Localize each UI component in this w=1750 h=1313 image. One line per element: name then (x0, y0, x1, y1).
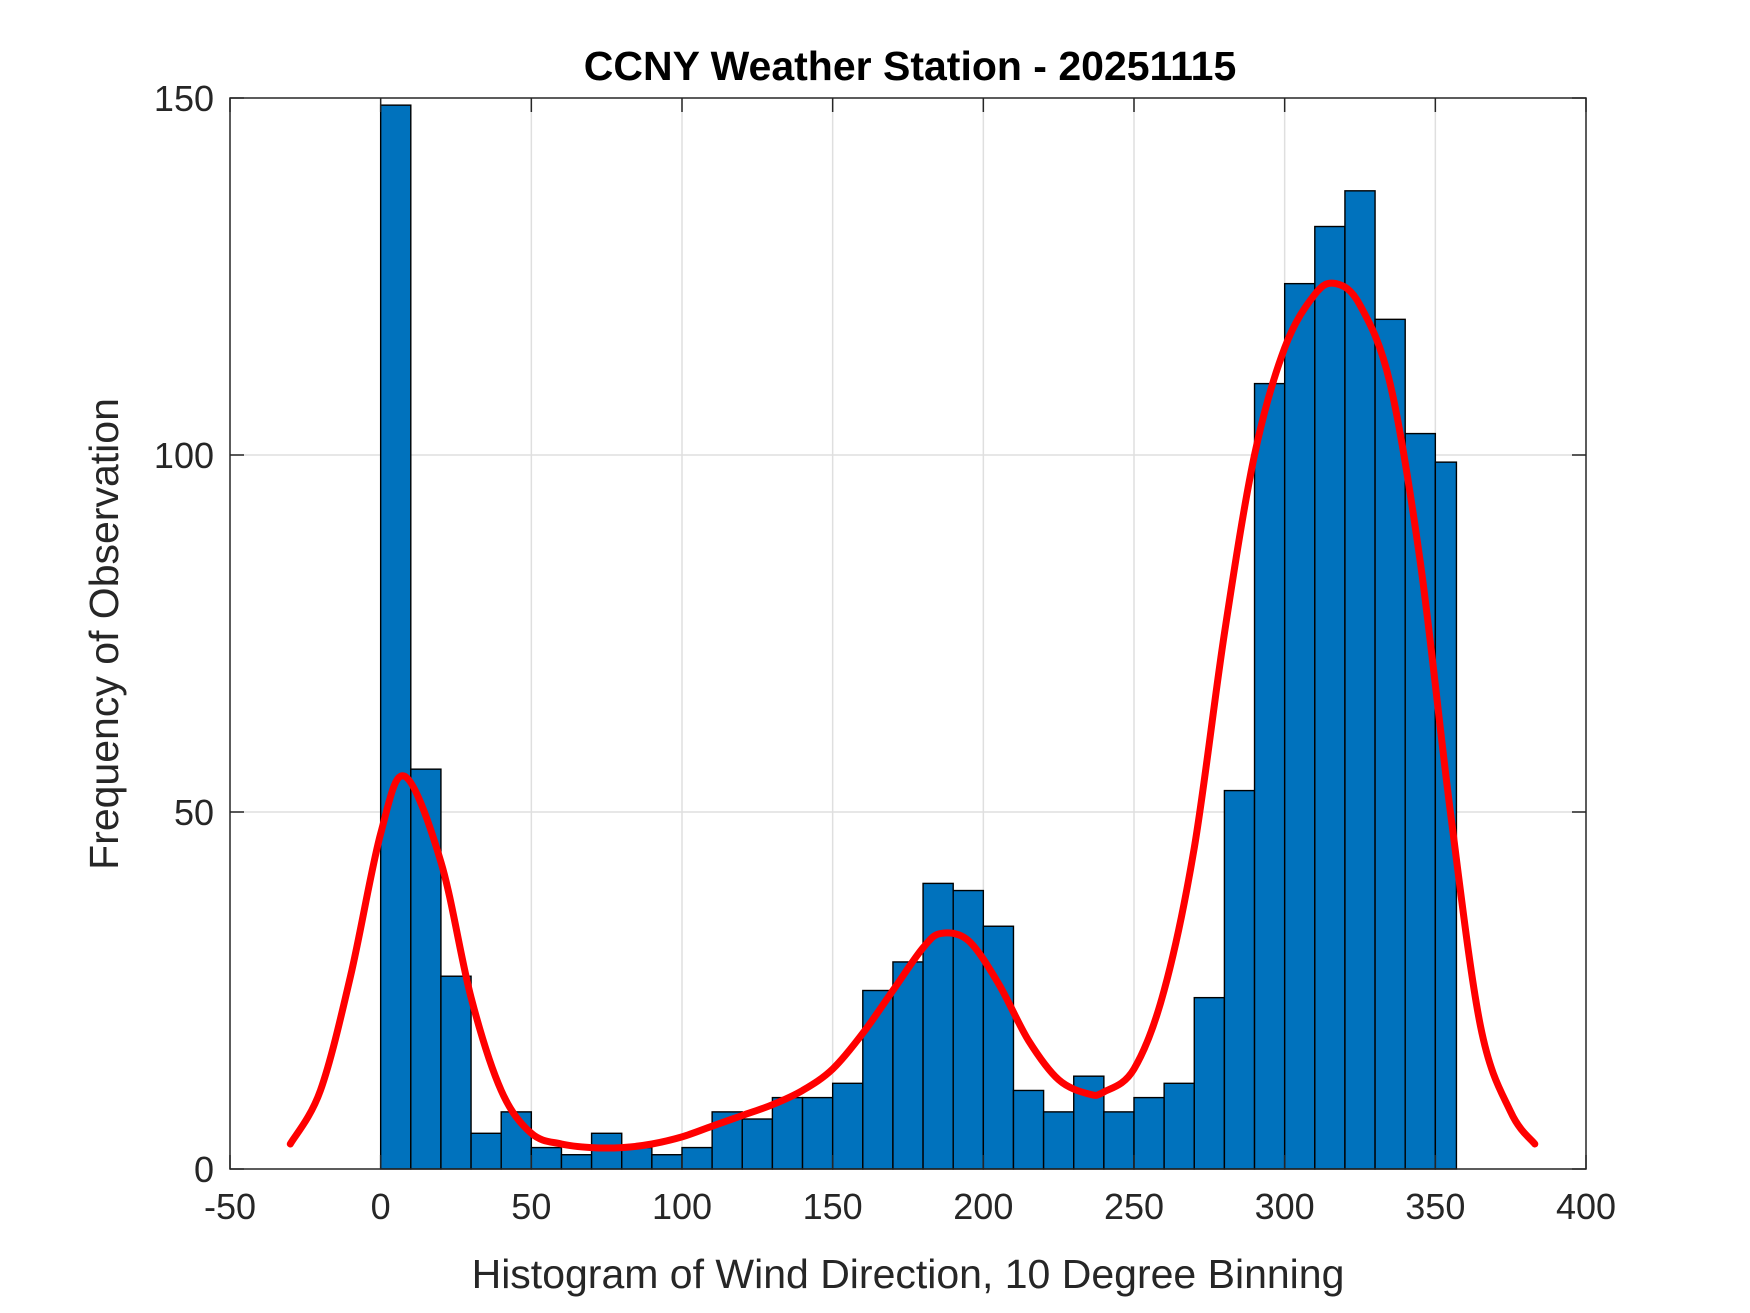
fit-curve (286, 279, 1539, 1152)
x-tick-label: 350 (1405, 1186, 1465, 1227)
histogram-bar (530, 1146, 563, 1170)
histogram-bar (440, 975, 472, 1170)
histogram-bar (651, 1154, 683, 1170)
x-tick-label: 300 (1255, 1186, 1315, 1227)
x-tick-label: -50 (204, 1186, 256, 1227)
histogram-bar (1223, 789, 1256, 1170)
chart-title: CCNY Weather Station - 20251115 (584, 43, 1237, 89)
x-tick-label: 150 (803, 1186, 863, 1227)
histogram-bar (922, 882, 954, 1170)
histogram-bar (771, 1096, 804, 1170)
histogram-bar (681, 1146, 713, 1170)
x-tick-label: 50 (511, 1186, 551, 1227)
histogram-bar (379, 104, 412, 1170)
x-tick-label: 0 (371, 1186, 391, 1227)
histogram-bar (801, 1096, 834, 1170)
histogram-bar (1012, 1089, 1045, 1170)
histogram-bar (892, 961, 924, 1170)
histogram-bar (831, 1082, 864, 1170)
histogram-bar (470, 1132, 502, 1170)
x-tick-label: 200 (953, 1186, 1013, 1227)
histogram-bar (1314, 225, 1346, 1170)
x-tick-label: 250 (1104, 1186, 1164, 1227)
histogram-bar (1103, 1111, 1135, 1170)
x-tick-label: 100 (652, 1186, 712, 1227)
histogram-bars (379, 104, 1458, 1170)
histogram-bar (1163, 1082, 1195, 1170)
x-tick-labels: -50 0 50 100 150 200 250 300 350 400 (204, 1186, 1616, 1227)
y-tick-label: 0 (194, 1149, 214, 1190)
histogram-bar (1253, 382, 1286, 1170)
y-axis-label: Frequency of Observation (81, 398, 127, 870)
axis-ticks (229, 97, 1587, 1170)
histogram-bar (1193, 996, 1226, 1170)
x-axis-label: Histogram of Wind Direction, 10 Degree B… (472, 1251, 1345, 1297)
y-tick-label: 50 (174, 792, 214, 833)
histogram-bar (741, 1118, 774, 1170)
y-tick-labels: 0 50 100 150 (154, 78, 214, 1190)
fit-curve-layer (286, 279, 1539, 1152)
histogram-bar (1133, 1096, 1165, 1170)
y-tick-label: 150 (154, 78, 214, 119)
plot-area-border (229, 97, 1587, 1170)
histogram-bar (1344, 190, 1376, 1170)
histogram-bar (1283, 282, 1316, 1170)
histogram-bar (560, 1154, 593, 1170)
y-tick-label: 100 (154, 435, 214, 476)
x-tick-label: 400 (1556, 1186, 1616, 1227)
histogram-bar (410, 768, 442, 1170)
histogram-bar (1042, 1111, 1075, 1170)
